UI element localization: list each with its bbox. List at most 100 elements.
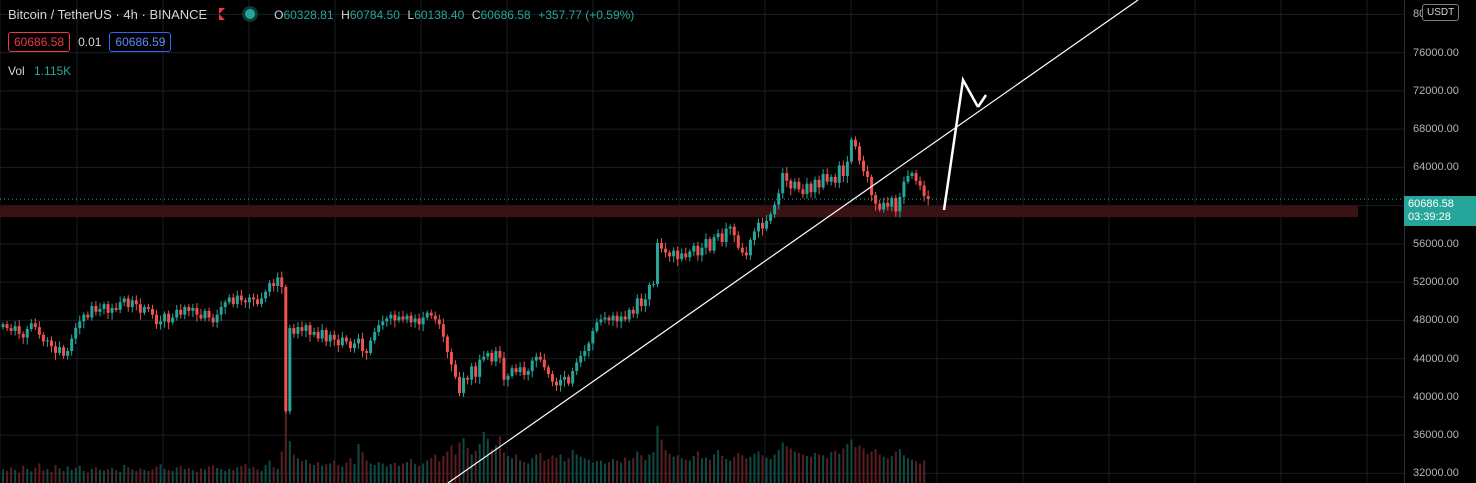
- candle-body: [756, 222, 760, 232]
- candle-body: [785, 173, 789, 181]
- volume-bar: [919, 463, 922, 483]
- chart-area[interactable]: [0, 0, 1404, 483]
- candlestick-chart[interactable]: [0, 0, 1404, 483]
- volume-bar: [620, 462, 623, 483]
- candle-body: [215, 314, 219, 323]
- interval-label[interactable]: 4h: [123, 7, 138, 22]
- volume-bar: [66, 466, 69, 483]
- volume-bar: [761, 455, 764, 483]
- price-tick-label: 64000.00: [1413, 161, 1459, 174]
- buy-button[interactable]: 60686.59: [109, 32, 172, 52]
- candle-body: [9, 328, 13, 331]
- volume-bar: [878, 454, 881, 483]
- volume-bar: [838, 453, 841, 483]
- candle-body: [280, 277, 284, 287]
- candle-body: [288, 328, 292, 412]
- volume-bar: [284, 409, 287, 483]
- volume-bar: [228, 468, 231, 483]
- volume-bar: [890, 456, 893, 483]
- candle-body: [926, 196, 930, 200]
- volume-bar: [385, 466, 388, 483]
- candle-body: [110, 307, 114, 313]
- volume-bar: [208, 466, 211, 483]
- candle-body: [82, 314, 86, 322]
- candle-body: [740, 247, 744, 253]
- candle-body: [583, 351, 587, 356]
- volume-bar: [805, 456, 808, 483]
- candle-body: [821, 174, 825, 188]
- volume-bar: [454, 454, 457, 483]
- candle-body: [692, 245, 696, 252]
- volume-bar: [757, 451, 760, 483]
- candle-body: [611, 315, 615, 321]
- candle-body: [29, 323, 33, 330]
- candle-body: [449, 351, 453, 365]
- flag-icon[interactable]: [218, 8, 225, 20]
- candle-body: [272, 283, 276, 286]
- volume-bar: [377, 462, 380, 483]
- volume-bar: [923, 460, 926, 483]
- currency-selector[interactable]: USDT: [1422, 4, 1460, 21]
- volume-bar: [401, 463, 404, 483]
- volume-bar: [814, 453, 817, 483]
- volume-bar: [446, 451, 449, 483]
- candle-body: [114, 307, 118, 310]
- volume-bar: [135, 471, 138, 483]
- candle-body: [235, 295, 239, 305]
- volume-bar: [486, 438, 489, 483]
- volume-bar: [337, 465, 340, 483]
- candle-body: [344, 337, 348, 342]
- candle-body: [227, 297, 231, 303]
- candle-body: [878, 203, 882, 210]
- candle-body: [332, 334, 336, 340]
- candle-body: [522, 367, 526, 375]
- volume-bar: [414, 464, 417, 483]
- volume-bar: [212, 465, 215, 483]
- volume-bar: [276, 468, 279, 483]
- candle-body: [902, 181, 906, 198]
- volume-bar: [507, 456, 509, 483]
- volume-bar: [652, 452, 655, 483]
- volume-bar: [450, 445, 453, 483]
- volume-bar: [224, 471, 227, 483]
- volume-bar: [656, 426, 659, 483]
- candle-body: [494, 351, 498, 362]
- candle-body: [78, 321, 82, 329]
- volume-bar: [115, 470, 118, 483]
- candle-body: [211, 317, 215, 323]
- candle-body: [769, 214, 773, 221]
- price-axis[interactable]: 80000.0076000.0072000.0068000.0064000.00…: [1404, 0, 1476, 483]
- candle-body: [74, 328, 78, 339]
- price-tick-label: 44000.00: [1413, 352, 1459, 365]
- volume-bar: [777, 450, 780, 483]
- candle-body: [199, 314, 203, 319]
- price-tick-label: 32000.00: [1413, 467, 1459, 480]
- candle-body: [328, 334, 332, 342]
- volume-bar: [107, 469, 110, 483]
- candle-body: [369, 340, 373, 353]
- candle-body: [17, 326, 21, 334]
- volume-bar: [494, 445, 497, 483]
- volume-bar: [426, 460, 429, 483]
- high-value: 60784.50: [349, 8, 400, 22]
- candle-body: [643, 299, 647, 307]
- candle-body: [773, 204, 777, 215]
- last-price-value: 60686.58: [1408, 198, 1454, 210]
- volume-bar: [430, 458, 433, 483]
- volume-bar: [70, 469, 73, 483]
- volume-bar: [749, 456, 752, 483]
- sell-button[interactable]: 60686.58: [8, 32, 71, 52]
- volume-bar: [858, 445, 861, 483]
- volume-bar: [902, 455, 905, 483]
- candle-body: [922, 185, 926, 197]
- volume-bar: [579, 456, 582, 483]
- candle-body: [37, 327, 41, 335]
- candle-body: [546, 367, 550, 374]
- candle-body: [910, 173, 914, 176]
- candle-body: [526, 371, 530, 375]
- symbol-title[interactable]: Bitcoin / TetherUS: [8, 7, 112, 22]
- volume-bar: [341, 466, 344, 483]
- candle-body: [510, 368, 514, 376]
- trend-line: [447, 0, 1139, 483]
- candle-body: [575, 362, 579, 372]
